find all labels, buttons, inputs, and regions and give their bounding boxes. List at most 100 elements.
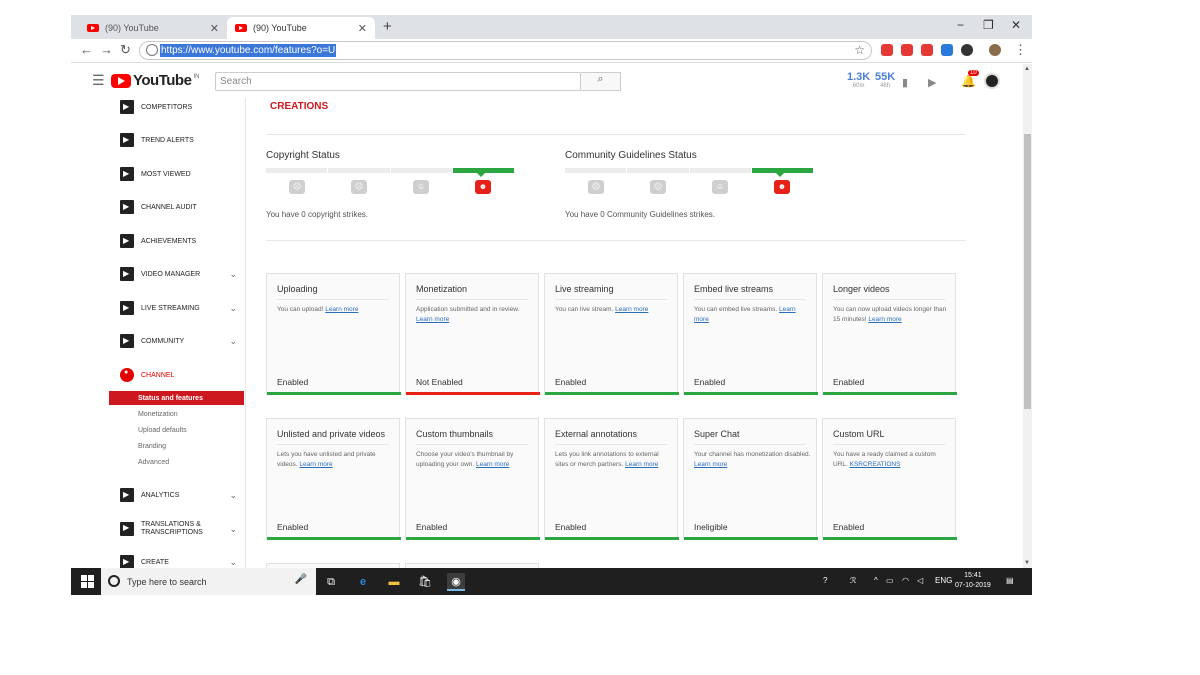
close-window-icon[interactable]: ✕ <box>1011 18 1022 32</box>
menu-kebab-icon[interactable]: ⋮ <box>1014 42 1027 57</box>
avatar[interactable] <box>984 73 1000 89</box>
close-tab-icon[interactable]: ✕ <box>209 22 219 35</box>
feature-status: Enabled <box>694 377 726 387</box>
feature-description: You can upload! Learn more <box>277 305 395 315</box>
learn-more-link[interactable]: Learn more <box>476 461 510 468</box>
feature-card: Content ID appeals <box>266 563 400 568</box>
search-input[interactable]: Search <box>215 72 581 91</box>
volume-icon[interactable]: ◁ <box>917 576 924 585</box>
site-info-icon[interactable] <box>146 44 158 56</box>
sidebar-item-achievements[interactable]: ACHIEVEMENTS <box>109 231 246 251</box>
profile-avatar-icon[interactable] <box>989 44 1001 56</box>
sidebar-item-trend-alerts[interactable]: TREND ALERTS <box>109 130 246 150</box>
back-icon[interactable]: ← <box>80 42 93 57</box>
happy-face-icon: ☻ <box>774 180 790 194</box>
bookmark-star-icon[interactable]: ☆ <box>854 43 865 57</box>
taskbar-search-input[interactable]: Type here to search 🎤 <box>101 568 316 595</box>
scroll-up-icon[interactable]: ▲ <box>1024 66 1030 72</box>
sidebar-item-live-streaming[interactable]: LIVE STREAMING ⌄ <box>109 298 246 318</box>
sidebar-item-label: COMMUNITY <box>141 337 185 345</box>
sidebar-item-most-viewed[interactable]: MOST VIEWED <box>109 164 246 184</box>
tool-icon <box>120 133 134 147</box>
minimize-icon[interactable]: − <box>957 18 965 32</box>
learn-more-link[interactable]: Learn more <box>325 306 359 313</box>
action-center-icon[interactable]: ▤ <box>1006 576 1014 585</box>
learn-more-link[interactable]: Learn more <box>868 316 902 323</box>
youtube-logo[interactable]: YouTube IN <box>111 72 199 89</box>
hamburger-menu-icon[interactable]: ☰ <box>92 72 105 88</box>
help-icon[interactable]: ? <box>823 576 828 585</box>
sidebar-item-analytics[interactable]: ANALYTICS ⌄ <box>109 485 246 505</box>
sidebar-subitem-branding[interactable]: Branding <box>138 442 167 450</box>
extension-icon[interactable] <box>921 44 933 56</box>
views-stat[interactable]: 55K 48h <box>875 71 895 89</box>
extension-icon[interactable] <box>901 44 913 56</box>
chevron-down-icon: ⌄ <box>229 524 237 534</box>
store-icon[interactable]: 🛍 <box>418 576 432 588</box>
task-view-icon[interactable]: ⧉ <box>327 576 335 588</box>
feature-title: Live streaming <box>555 284 614 294</box>
notifications-bell-icon[interactable]: 🔔 10 <box>961 70 979 88</box>
new-tab-icon[interactable]: + <box>383 18 392 35</box>
scrollbar-thumb[interactable] <box>1024 134 1031 409</box>
extension-icon[interactable] <box>881 44 893 56</box>
sidebar-item-video-manager[interactable]: VIDEO MANAGER ⌄ <box>109 264 246 284</box>
close-tab-icon[interactable]: ✕ <box>357 22 367 35</box>
feature-status-bar <box>545 537 679 540</box>
browser-tab-active[interactable]: (90) YouTube ✕ <box>227 17 375 39</box>
sidebar-item-channel[interactable]: CHANNEL <box>109 365 246 385</box>
language-indicator[interactable]: ENG <box>935 576 953 585</box>
feature-description: You can live stream. Learn more <box>555 305 673 315</box>
browser-tab[interactable]: (90) YouTube ✕ <box>79 17 227 39</box>
feature-card: Monetization Application submitted and in… <box>405 273 540 395</box>
file-explorer-icon[interactable]: ▬ <box>388 576 400 588</box>
search-button[interactable]: ⌕ <box>581 72 621 91</box>
vertical-scrollbar[interactable]: ▲ ▼ <box>1023 64 1032 568</box>
learn-more-link[interactable]: Learn more <box>615 306 649 313</box>
sidebar-subitem-advanced[interactable]: Advanced <box>138 458 170 466</box>
create-video-icon[interactable]: ▶ <box>928 77 937 89</box>
microphone-icon[interactable]: 🎤 <box>294 574 307 585</box>
feature-status-bar <box>823 537 957 540</box>
address-url[interactable]: https://www.youtube.com/features?o=U <box>160 44 337 57</box>
reload-icon[interactable]: ↻ <box>120 42 131 57</box>
windows-start-icon[interactable] <box>81 575 94 588</box>
views-stat[interactable]: 1.3K 60m <box>847 71 870 89</box>
sidebar-item-translations[interactable]: TRANSLATIONS & TRANSCRIPTIONS ⌄ <box>109 519 246 539</box>
learn-more-link[interactable]: Learn more <box>416 316 450 323</box>
extension-icon[interactable] <box>941 44 953 56</box>
sidebar-item-channel-audit[interactable]: CHANNEL AUDIT <box>109 197 246 217</box>
neutral-face-icon: ☺ <box>712 180 728 194</box>
wifi-icon[interactable]: ◠ <box>902 576 909 585</box>
sidebar-subitem-status-and-features[interactable]: Status and features <box>109 391 244 405</box>
people-icon[interactable]: ℛ <box>850 576 857 585</box>
sidebar-item-community[interactable]: COMMUNITY ⌄ <box>109 331 246 351</box>
forward-icon[interactable]: → <box>100 42 113 57</box>
extension-icon[interactable] <box>961 44 973 56</box>
edge-browser-icon[interactable]: e <box>359 576 367 588</box>
learn-more-link[interactable]: Learn more <box>694 306 796 323</box>
feature-status: Enabled <box>833 377 865 387</box>
learn-more-link[interactable]: Learn more <box>299 461 333 468</box>
battery-icon[interactable]: ▭ <box>886 576 894 585</box>
address-bar[interactable]: https://www.youtube.com/features?o=U ☆ <box>139 41 872 60</box>
scroll-down-icon[interactable]: ▼ <box>1024 560 1030 566</box>
analytics-icon[interactable]: ▮ <box>902 77 909 89</box>
sidebar-item-competitors[interactable]: COMPETITORS <box>109 97 246 117</box>
sidebar-item-create[interactable]: CREATE ⌄ <box>109 552 246 572</box>
feature-card: External annotations Lets you link annota… <box>544 418 679 540</box>
chrome-icon[interactable]: ◉ <box>447 573 465 591</box>
sidebar-subitem-monetization[interactable]: Monetization <box>138 410 178 418</box>
card-divider <box>416 444 528 445</box>
notification-badge: 10 <box>968 70 979 76</box>
feature-title: Uploading <box>277 284 318 294</box>
analytics-icon <box>120 488 134 502</box>
learn-more-link[interactable]: Learn more <box>625 461 659 468</box>
create-icon <box>120 555 134 569</box>
learn-more-link[interactable]: Learn more <box>694 461 728 468</box>
taskbar-clock[interactable]: 15:41 07-10-2019 <box>955 571 991 591</box>
sidebar-subitem-upload-defaults[interactable]: Upload defaults <box>138 426 187 434</box>
show-hidden-icons-icon[interactable]: ^ <box>874 576 878 585</box>
restore-icon[interactable]: ❐ <box>983 18 994 32</box>
learn-more-link[interactable]: KSRCREATIONS <box>849 461 901 468</box>
